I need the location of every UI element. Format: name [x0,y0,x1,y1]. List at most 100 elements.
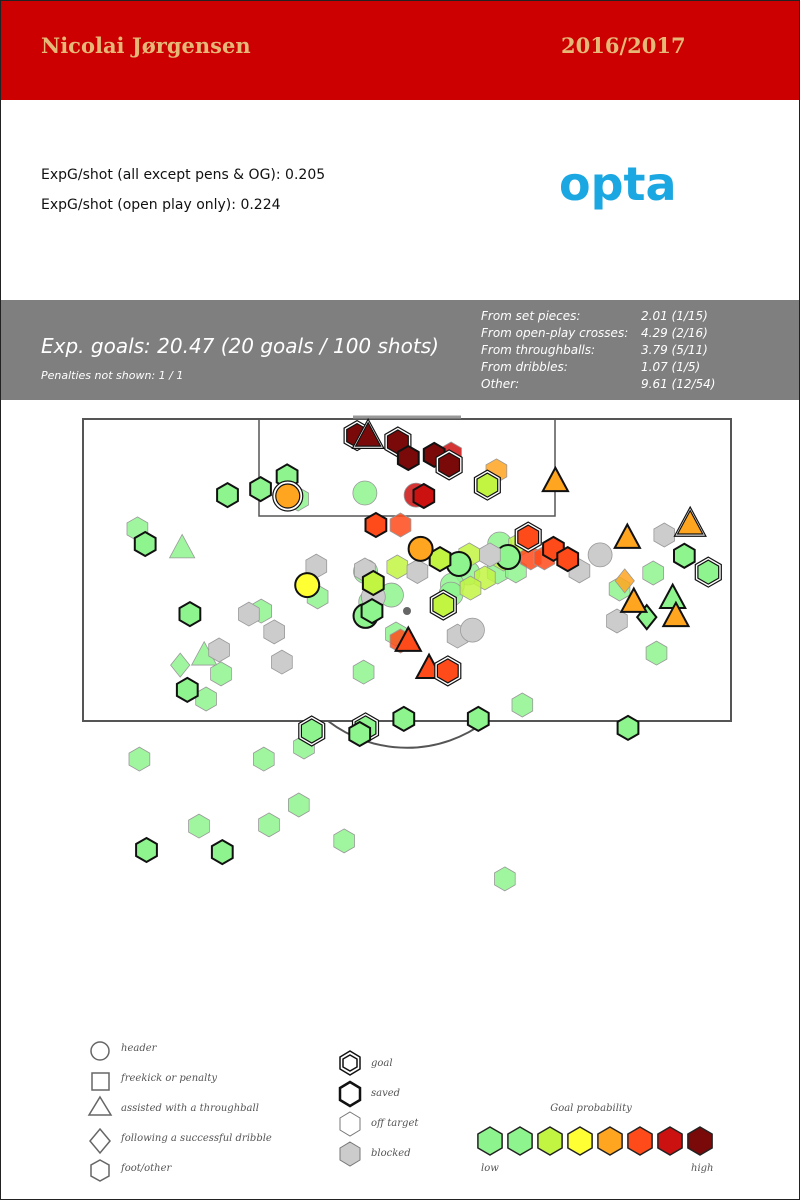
shot-marker [392,705,416,733]
shot-marker [412,482,436,510]
shot-marker [429,589,457,621]
shot-hexagon-saved [392,705,416,733]
shot-hexagon-saved [616,714,640,742]
shot-map: header freekick or penalty assisted with… [82,415,732,1182]
shot-triangle-saved [613,522,642,549]
shot-marker [263,619,286,645]
probability-swatch [597,1126,623,1156]
legend-blocked-hexagon [339,1141,361,1167]
shot-hexagon-saved [216,481,239,509]
shot-hexagon-goal [697,559,720,585]
shot-marker [635,603,658,631]
shot-hexagon-blocked [208,637,230,663]
shot-marker [298,715,326,747]
shot-marker [188,813,210,839]
shot-marker [460,617,485,643]
shot-marker [364,511,388,539]
penalty-arc [327,720,487,749]
legend-throughball-triangle [87,1095,113,1116]
shot-marker [178,600,202,628]
breakdown-value-other: 9.61 (12/54) [641,377,716,391]
penalties-note: Penalties not shown: 1 / 1 [41,369,184,382]
shot-hexagon-blocked [263,619,286,645]
shot-marker [619,586,649,613]
shot-hexagon-saved [673,542,696,569]
shot-hexagon-saved [348,720,372,748]
shot-hexagon-off [188,813,210,839]
shot-hexagon-off [352,659,375,685]
probability-swatch [477,1126,503,1156]
shot-marker [606,608,628,634]
shot-hexagon-blocked [406,559,429,584]
shot-marker [252,746,275,772]
shot-hexagon-goal [476,472,499,498]
legend-label-header: header [121,1043,158,1054]
breakdown-label-set-pieces: From set pieces: [481,309,581,323]
shot-circle-blocked [460,617,485,643]
shot-marker [494,866,516,892]
shot-marker [133,530,157,558]
shot-hexagon-saved [556,545,580,573]
shot-circle-blocked [587,542,613,568]
legend-header-circle [90,1041,110,1061]
shot-marker [479,542,501,568]
shot-hexagon-off [333,828,355,854]
shot-marker [673,505,707,537]
breakdown-label-dribbles: From dribbles: [481,360,568,374]
shot-marker [352,480,378,506]
shot-triangle-saved [619,586,649,613]
shot-triangle-saved [661,600,691,628]
shot-hexagon-goal [438,452,461,478]
shots-layer [126,417,722,892]
shot-circle-saved [294,572,321,599]
legend-saved-hexagon [338,1080,362,1108]
shot-marker [661,600,691,628]
legend-label-blocked: blocked [371,1148,411,1159]
shot-marker [396,444,420,472]
shot-marker [287,792,310,818]
shot-hexagon-goal [300,718,323,744]
shot-hexagon-off [287,792,310,818]
shot-hexagon-off [258,812,280,838]
shot-marker [210,661,232,687]
legend: header freekick or penalty assisted with… [87,1041,713,1182]
shot-circle-off [352,480,378,506]
shot-hexagon-off [511,692,534,718]
season-label: 2016/2017 [561,33,686,58]
shot-marker [361,569,385,597]
shot-hexagon-goal [517,524,540,550]
breakdown-value-throughballs: 3.79 (5/11) [641,343,708,357]
legend-label-freekick: freekick or penalty [120,1073,217,1084]
shot-hexagon-saved [178,600,202,628]
shot-marker [238,601,260,627]
xg-per-shot-open-play: ExpG/shot (open play only): 0.224 [41,197,281,213]
shot-marker [216,481,239,509]
shot-marker [407,535,434,562]
penalty-spot [403,607,411,615]
legend-off-target-hexagon [339,1111,361,1137]
shot-hexagon-off [645,640,668,666]
shot-hexagon-off [389,512,412,538]
shot-hexagon-off [252,746,275,772]
shot-marker [272,480,304,512]
shot-hexagon-saved [175,676,199,704]
shot-marker [435,449,463,481]
shot-hexagon-off [459,575,482,601]
shot-marker [394,625,423,652]
opta-logo: opta [559,157,677,211]
legend-probability-title: Goal probability [550,1103,632,1114]
shot-marker [673,542,696,569]
shot-hexagon-blocked [653,522,675,548]
shot-hexagon-blocked [606,608,628,634]
shot-hexagon-off [494,866,516,892]
legend-label-saved: saved [371,1088,400,1099]
breakdown-value-crosses: 4.29 (2/16) [641,326,708,340]
shot-hexagon-goal [432,592,455,618]
shot-marker [459,575,482,601]
legend-label-off-target: off target [371,1118,419,1129]
shot-hexagon-saved [249,475,272,503]
shot-marker [694,556,722,588]
legend-label-goal: goal [371,1058,393,1069]
shot-marker [616,714,640,742]
